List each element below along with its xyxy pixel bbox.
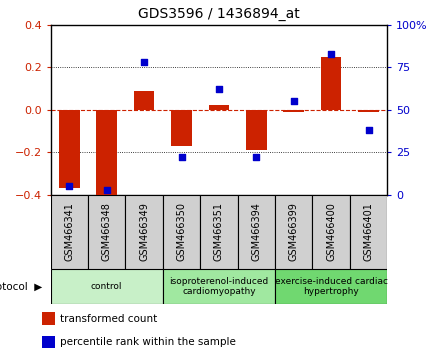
- Title: GDS3596 / 1436894_at: GDS3596 / 1436894_at: [138, 7, 300, 21]
- Bar: [163, 195, 200, 269]
- Bar: [321, 57, 341, 110]
- Point: [103, 187, 110, 193]
- Bar: [312, 195, 350, 269]
- Bar: [350, 195, 387, 269]
- Bar: [125, 195, 163, 269]
- Point: [178, 154, 185, 160]
- Point: [327, 51, 335, 57]
- Bar: [51, 269, 163, 304]
- Text: GSM466394: GSM466394: [251, 202, 261, 261]
- Bar: [275, 195, 312, 269]
- Bar: [88, 195, 125, 269]
- Text: GSM466348: GSM466348: [102, 202, 112, 261]
- Bar: [163, 269, 275, 304]
- Bar: [42, 312, 55, 325]
- Bar: [134, 91, 154, 110]
- Text: GSM466349: GSM466349: [139, 202, 149, 261]
- Text: percentile rank within the sample: percentile rank within the sample: [60, 337, 236, 347]
- Bar: [246, 110, 267, 150]
- Text: transformed count: transformed count: [60, 314, 158, 324]
- Text: protocol  ▶: protocol ▶: [0, 282, 42, 292]
- Point: [216, 86, 223, 92]
- Text: isoproterenol-induced
cardiomyopathy: isoproterenol-induced cardiomyopathy: [169, 277, 268, 296]
- Bar: [200, 195, 238, 269]
- Text: exercise-induced cardiac
hypertrophy: exercise-induced cardiac hypertrophy: [275, 277, 388, 296]
- Text: GSM466401: GSM466401: [363, 202, 374, 261]
- Bar: [171, 110, 192, 146]
- Bar: [358, 110, 379, 112]
- Point: [141, 59, 148, 65]
- Text: GSM466350: GSM466350: [176, 202, 187, 261]
- Text: GSM466341: GSM466341: [64, 202, 74, 261]
- Text: GSM466351: GSM466351: [214, 202, 224, 261]
- Point: [66, 183, 73, 189]
- Bar: [96, 110, 117, 197]
- Bar: [275, 269, 387, 304]
- Bar: [51, 195, 88, 269]
- Bar: [209, 105, 229, 110]
- Point: [365, 127, 372, 133]
- Point: [253, 154, 260, 160]
- Bar: [42, 336, 55, 348]
- Text: control: control: [91, 282, 122, 291]
- Point: [290, 98, 297, 104]
- Text: GSM466399: GSM466399: [289, 202, 299, 261]
- Bar: [59, 110, 80, 188]
- Text: GSM466400: GSM466400: [326, 202, 336, 261]
- Bar: [238, 195, 275, 269]
- Bar: [283, 110, 304, 112]
